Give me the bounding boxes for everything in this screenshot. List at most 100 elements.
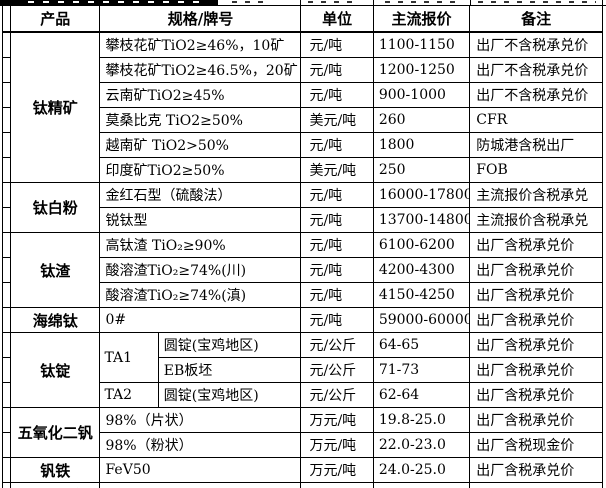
table-row: 钛渣 高钛渣 TiO₂≥90% 元/吨 6100-6200 出厂含税承兑价 [1,232,603,308]
product-cell: 五氧化二钒 [10,407,101,458]
price-cell: 4200-4300 [372,257,471,283]
cropped-column-sliver [1,257,12,283]
unit-cell: 美元/吨 [300,107,374,133]
table-row: 莫桑比克 TiO2≥50% 美元/吨 260 CFR [1,107,603,133]
table-row: 98%（粉状） 万元/吨 22.0-23.0 出厂含税现金价 [1,432,603,458]
price-cell: 24.0-25.0 [372,457,471,483]
cropped-column-sliver [1,182,12,208]
note-cell: 主流报价含税承兑 [469,207,603,233]
price-cell: 900-1000 [372,82,471,108]
note-cell: 出厂含税现金价 [469,432,603,458]
price-cell: 19.8-25.0 [372,407,471,433]
clipped-text-fragment [308,1,352,3]
note-cell: 出厂含税承兑价 [469,307,603,333]
price-cell: 250 [372,157,471,183]
cropped-column-sliver [1,207,12,233]
cropped-column-sliver [1,407,12,433]
cropped-column-sliver [1,357,12,383]
note-cell: 出厂含税承兑价 [469,332,603,358]
note-cell: 出厂含税承兑价 [469,282,603,308]
unit-cell: 元/吨 [300,57,374,83]
spec-cell: 锐钛型 [99,207,302,233]
header-row: 产品 规格/牌号 单位 主流报价 备注 [1,6,603,33]
table-row: TA2 圆锭(宝鸡地区) 元/公斤 62-64 出厂含税承兑价 [1,382,603,408]
cropped-column-sliver [1,32,12,58]
price-cell: 22.0-23.0 [372,432,471,458]
cropped-column-sliver [1,82,12,108]
price-cell: 1800 [372,132,471,158]
product-cell: 钛白粉 [10,182,101,233]
spec-cell: FeV50 [99,457,302,483]
clipped-text-fragment [478,1,596,3]
spec-cell: 印度矿TiO2≥50% [99,157,302,183]
table-row: 钛锭 TA1 圆锭(宝鸡地区) 元/公斤 64-65 出厂含税承兑价 [1,332,603,408]
grade-cell: TA2 [99,382,159,408]
unit-cell: 元/吨 [300,232,374,258]
clipped-row [0,0,606,6]
note-cell: 防城港含税出厂 [469,132,603,158]
product-cell: 钛精矿 [10,31,101,183]
spec-cell: 98%（片状） [99,407,302,433]
unit-cell: 元/公斤 [300,382,374,408]
clipped-grid-line [602,0,603,5]
unit-cell: 万元/吨 [300,432,374,458]
table-row: 印度矿TiO2≥50% 美元/吨 250 FOB [1,157,603,183]
clipped-grid-line [470,0,471,5]
cropped-column-sliver [1,382,12,408]
price-cell: 71-73 [372,357,471,383]
unit-cell: 元/吨 [300,31,374,58]
product-cell: 钒氮合金 [10,482,101,488]
note-cell: 出厂含税承兑价 [469,357,603,383]
clipped-grid-line [300,0,301,5]
unit-cell: 美元/吨 [300,157,374,183]
table-row: 云南矿TiO2≥45% 元/吨 900-1000 出厂不含税承兑价 [1,82,603,108]
spec-cell: VN16 [99,482,302,488]
cropped-column-sliver [1,432,12,458]
header-product: 产品 [10,6,101,33]
header-price: 主流报价 [372,6,471,33]
cropped-column-sliver [1,132,12,158]
spec-cell: 圆锭(宝鸡地区) [157,332,302,358]
cropped-column-sliver [1,332,12,358]
cropped-column-sliver [1,6,12,33]
cropped-column-sliver [1,157,12,183]
note-cell: 出厂含税承兑价 [469,407,603,433]
note-cell: 出厂不含税承兑价 [469,57,603,83]
clipped-black-cell [0,0,218,5]
unit-cell: 元/吨 [300,257,374,283]
spec-cell: 酸溶渣TiO₂≥74%(川) [99,257,302,283]
table-row: 五氧化二钒 98%（片状） 万元/吨 19.8-25.0 出厂含税承兑价 [1,407,603,458]
price-cell: 1200-1250 [372,57,471,83]
cropped-column-sliver [1,457,12,483]
spec-cell: 金红石型（硫酸法） [99,182,302,208]
clipped-text-fragment [28,1,203,3]
spec-cell: 越南矿 TiO2>50% [99,132,302,158]
unit-cell: 万元/吨 [300,407,374,433]
cropped-column-sliver [1,282,12,308]
spec-cell: EB板坯 [157,357,302,383]
note-cell: 出厂含税承兑价 [469,257,603,283]
unit-cell: 元/吨 [300,82,374,108]
header-unit: 单位 [300,6,374,33]
price-cell: 1100-1150 [372,31,471,58]
note-cell: 主流报价含税承兑 [469,182,603,208]
product-cell: 钛锭 [10,332,101,408]
spec-cell: 98%（粉状） [99,432,302,458]
spec-cell: 莫桑比克 TiO2≥50% [99,107,302,133]
header-spec: 规格/牌号 [99,6,302,33]
price-cell: 62-64 [372,382,471,408]
note-cell: 出厂含税承兑价 [469,382,603,408]
commodity-price-table: 产品 规格/牌号 单位 主流报价 备注 钛精矿 攀枝花矿TiO2≥46%，10矿… [1,6,603,488]
table-row: 攀枝花矿TiO2≥46.5%，20矿 元/吨 1200-1250 出厂不含税承兑… [1,57,603,83]
cropped-column-sliver [1,307,12,333]
clipped-grid-line [373,0,374,5]
note-cell: 出厂含税承兑价 [469,482,603,488]
price-cell: 59000-60000 [372,307,471,333]
spec-cell: 攀枝花矿TiO2≥46%，10矿 [99,31,302,58]
spec-cell: 攀枝花矿TiO2≥46.5%，20矿 [99,57,302,83]
unit-cell: 元/吨 [300,132,374,158]
cropped-column-sliver [1,232,12,258]
unit-cell: 元/吨 [300,207,374,233]
table-row: 钛精矿 攀枝花矿TiO2≥46%，10矿 元/吨 1100-1150 出厂不含税… [1,31,603,183]
